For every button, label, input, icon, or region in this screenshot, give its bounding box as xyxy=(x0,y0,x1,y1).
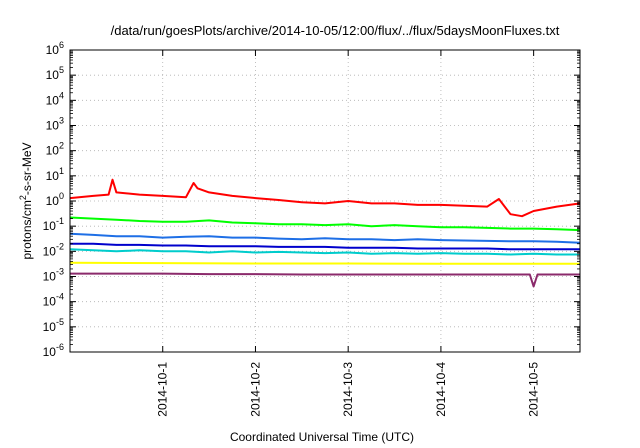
y-tick-label: 106 xyxy=(46,40,64,57)
y-tick-label: 102 xyxy=(46,141,64,158)
y-axis-label: protons/cm2-s-sr-MeV xyxy=(18,142,34,259)
y-tick-label: 10-3 xyxy=(43,267,64,284)
series-line xyxy=(70,272,580,288)
y-tick-exponent: 6 xyxy=(59,40,64,50)
y-tick-base: 10 xyxy=(46,68,60,82)
y-tick-base: 10 xyxy=(43,345,57,359)
y-tick-exponent: -4 xyxy=(56,292,64,302)
y-tick-label: 10-2 xyxy=(43,241,64,258)
series-line xyxy=(69,216,581,232)
x-axis-ticks: 2014-10-1 2014-10-2 2014-10-3 2014-10-4 2014… xyxy=(156,50,541,417)
y-tick-base: 10 xyxy=(46,169,60,183)
series-line xyxy=(69,248,580,256)
series-line xyxy=(69,178,581,218)
y-tick-label: 104 xyxy=(46,90,64,107)
y-tick-exponent: 2 xyxy=(59,141,64,151)
y-axis-label-prefix: protons/cm xyxy=(20,200,34,259)
series-line xyxy=(70,242,580,251)
y-tick-exponent: 5 xyxy=(59,65,64,75)
x-tick-label: 2014-10-2 xyxy=(248,362,262,417)
x-tick-label: 2014-10-1 xyxy=(156,362,170,417)
y-axis-label-superscript: 2 xyxy=(18,195,28,200)
x-tick-label: 2014-10-3 xyxy=(341,362,355,417)
y-tick-exponent: 1 xyxy=(59,166,64,176)
y-tick-label: 10-4 xyxy=(43,292,64,309)
y-tick-label: 100 xyxy=(46,191,64,208)
y-tick-exponent: -6 xyxy=(56,342,64,352)
y-axis-label-suffix: -s-sr-MeV xyxy=(20,142,34,195)
y-tick-label: 105 xyxy=(46,65,64,82)
y-tick-base: 10 xyxy=(46,43,60,57)
series-lines xyxy=(69,178,581,288)
x-axis-label: Coordinated Universal Time (UTC) xyxy=(230,430,414,444)
chart-title: /data/run/goesPlots/archive/2014-10-05/1… xyxy=(111,23,560,38)
y-tick-base: 10 xyxy=(43,270,57,284)
x-tick-label: 2014-10-4 xyxy=(434,362,448,417)
y-tick-exponent: -1 xyxy=(56,216,64,226)
series-line xyxy=(69,232,581,244)
y-tick-label: 10-6 xyxy=(43,342,64,359)
y-tick-label: 103 xyxy=(46,116,64,133)
y-tick-label: 10-1 xyxy=(43,216,64,233)
x-tick-label: 2014-10-5 xyxy=(527,362,541,417)
y-tick-exponent: -5 xyxy=(56,317,64,327)
y-axis-ticks: 10-610-510-410-310-210-11001011021031041… xyxy=(43,40,580,359)
y-tick-base: 10 xyxy=(43,295,57,309)
y-tick-base: 10 xyxy=(46,194,60,208)
y-tick-label: 10-5 xyxy=(43,317,64,334)
y-tick-base: 10 xyxy=(46,144,60,158)
y-tick-base: 10 xyxy=(43,219,57,233)
y-tick-exponent: -2 xyxy=(56,241,64,251)
y-tick-base: 10 xyxy=(43,320,57,334)
y-tick-label: 101 xyxy=(46,166,64,183)
series-line xyxy=(69,261,580,265)
y-tick-base: 10 xyxy=(46,119,60,133)
y-tick-base: 10 xyxy=(43,244,57,258)
y-tick-base: 10 xyxy=(46,93,60,107)
y-tick-exponent: 4 xyxy=(59,90,64,100)
y-tick-exponent: 3 xyxy=(59,116,64,126)
y-tick-exponent: -3 xyxy=(56,267,64,277)
y-tick-exponent: 0 xyxy=(59,191,64,201)
